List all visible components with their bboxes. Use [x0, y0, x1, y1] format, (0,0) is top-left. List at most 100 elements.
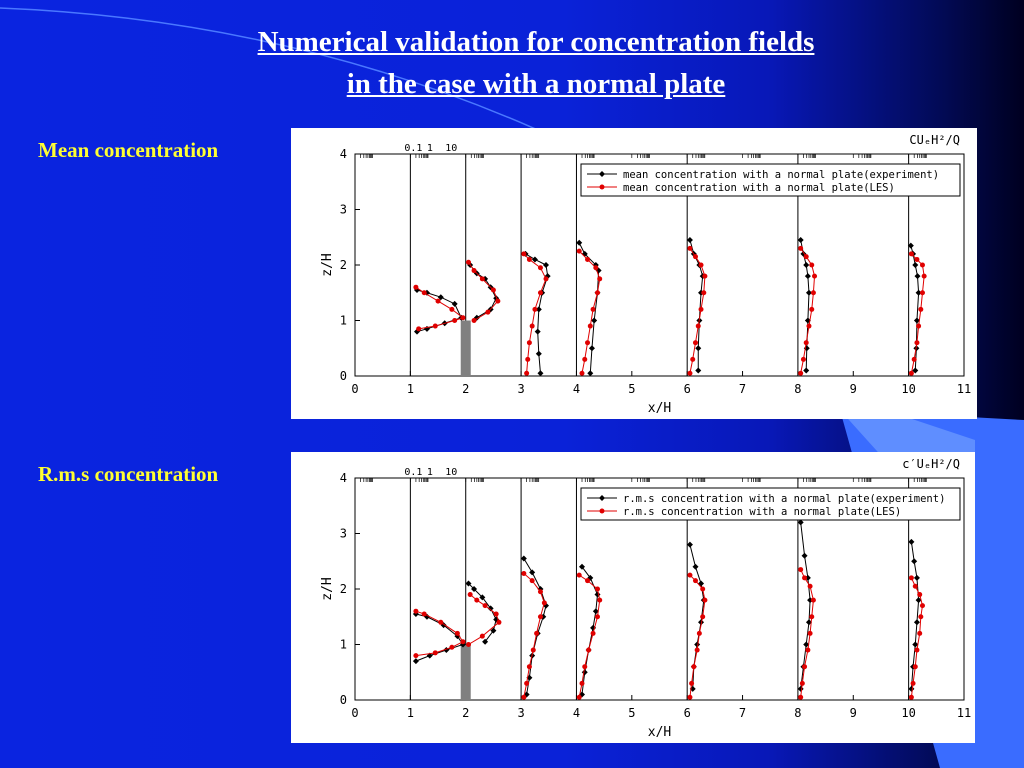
y-axis-label: z/H — [320, 253, 335, 276]
experiment-point — [594, 591, 601, 598]
les-point — [413, 284, 419, 290]
experiment-point — [471, 586, 478, 592]
x-tick-label: 3 — [517, 706, 524, 720]
experiment-point — [576, 239, 583, 246]
les-point — [496, 619, 502, 625]
les-point — [911, 356, 917, 362]
les-point — [521, 251, 527, 257]
experiment-point — [695, 367, 702, 374]
x-tick-label: 3 — [517, 382, 524, 396]
mean-concentration-chart: 0 1 2 3 4 5 6 7 8 9 10 11 0 1 2 3 4 x/H z/H CUₑH²/Q 0.1 1 10 me… — [291, 128, 977, 419]
les-profile-line — [689, 248, 706, 374]
les-point — [432, 650, 438, 656]
les-point — [454, 630, 460, 636]
y-tick-label: 3 — [340, 203, 347, 217]
les-point — [597, 597, 603, 603]
les-point — [590, 630, 596, 636]
les-point — [585, 340, 591, 346]
experiment-point — [412, 658, 419, 665]
experiment-profile-line — [525, 253, 549, 374]
scale-label: 10 — [445, 143, 457, 154]
experiment-point — [588, 345, 595, 352]
experiment-point — [465, 580, 472, 587]
les-point — [912, 664, 918, 670]
experiment-point — [451, 300, 458, 307]
les-point — [449, 306, 455, 312]
les-point — [692, 578, 698, 584]
les-point — [912, 583, 918, 589]
les-point — [529, 323, 535, 329]
normal-plate — [460, 644, 471, 700]
experiment-point — [490, 627, 497, 634]
les-profile-line — [910, 577, 923, 698]
les-point — [482, 603, 488, 609]
y-axis-label: z/H — [320, 577, 335, 600]
les-point — [692, 340, 698, 346]
experiment-point — [908, 685, 915, 692]
experiment-point — [911, 558, 918, 565]
les-point — [529, 578, 535, 584]
experiment-point — [581, 669, 588, 676]
scale-label: 1 — [427, 143, 433, 154]
les-point — [537, 589, 543, 595]
les-point — [687, 245, 693, 251]
les-point — [914, 340, 920, 346]
les-point — [917, 592, 923, 598]
les-point — [694, 647, 700, 653]
les-point — [594, 614, 600, 620]
les-point — [530, 647, 536, 653]
les-point — [692, 254, 698, 260]
experiment-point — [912, 262, 919, 268]
les-point — [803, 254, 809, 260]
experiment-point — [912, 641, 919, 648]
legend-box — [580, 163, 961, 197]
slide-title-line1: Numerical validation for concentration f… — [257, 26, 815, 58]
les-point — [805, 647, 811, 653]
x-tick-label: 1 — [407, 382, 414, 396]
scale-label: 0.1 — [404, 143, 422, 154]
les-point — [421, 611, 427, 617]
x-tick-label: 7 — [739, 382, 746, 396]
experiment-point — [686, 541, 693, 548]
les-point — [687, 572, 693, 578]
y-tick-label: 2 — [340, 582, 347, 596]
les-point — [579, 680, 585, 686]
les-point — [576, 248, 582, 254]
les-point — [800, 356, 806, 362]
les-profile-line — [578, 574, 601, 698]
les-point — [810, 597, 816, 603]
les-point — [495, 298, 501, 304]
les-point — [593, 265, 599, 271]
les-point — [582, 664, 588, 670]
les-point — [803, 340, 809, 346]
experiment-point — [907, 242, 914, 249]
experiment-point — [695, 345, 702, 352]
x-tick-label: 1 — [407, 706, 414, 720]
les-point — [585, 578, 591, 584]
experiment-point — [803, 641, 810, 648]
les-profile-line — [800, 248, 816, 374]
les-point — [537, 265, 543, 271]
experiment-profile-line — [578, 242, 600, 374]
les-point — [524, 370, 530, 376]
les-profile-line — [578, 250, 601, 374]
les-point — [432, 323, 438, 329]
les-point — [460, 315, 466, 321]
legend-label: mean concentration with a normal plate(e… — [623, 169, 939, 181]
les-point — [916, 323, 922, 329]
x-tick-label: 8 — [794, 706, 801, 720]
les-point — [698, 306, 704, 312]
les-point — [798, 567, 804, 573]
les-point — [918, 614, 924, 620]
experiment-point — [913, 574, 920, 581]
experiment-point — [914, 273, 921, 280]
les-point — [810, 290, 816, 296]
y-tick-label: 4 — [340, 147, 347, 161]
les-point — [413, 653, 419, 659]
x-tick-label: 8 — [794, 382, 801, 396]
les-profile-line — [800, 569, 814, 698]
scale-label: 1 — [427, 467, 433, 478]
x-tick-label: 0 — [351, 382, 358, 396]
les-point — [809, 262, 815, 268]
